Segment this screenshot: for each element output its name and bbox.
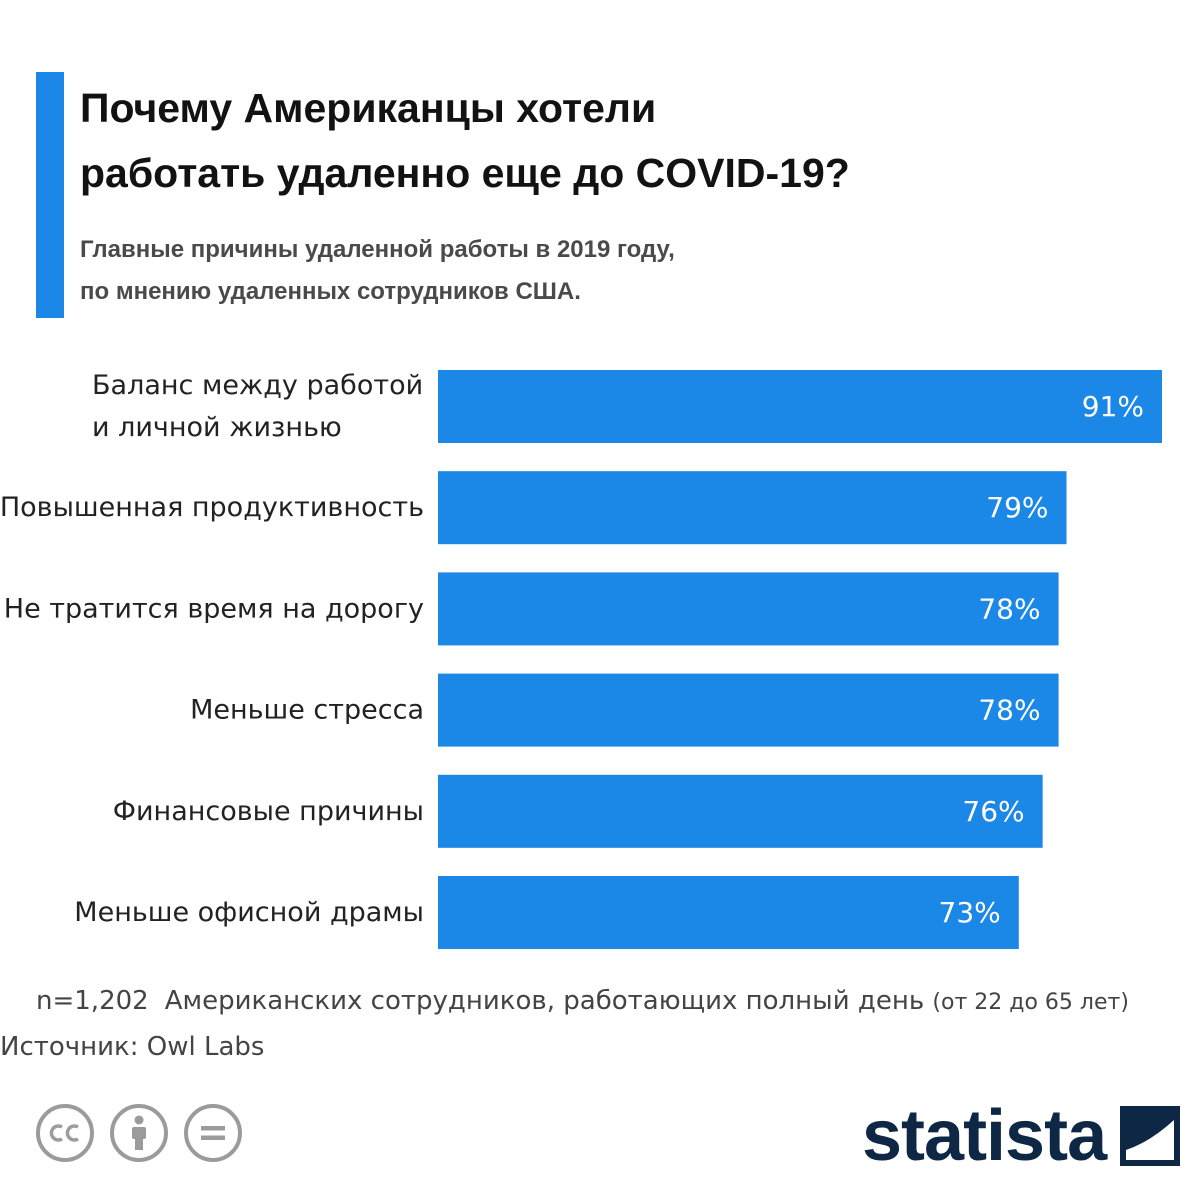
page-title: Почему Американцы хотели работать удален… <box>80 76 1160 206</box>
license-icons <box>36 1104 242 1162</box>
bar-value-label: 73% <box>939 896 1001 929</box>
bar-value-label: 91% <box>1082 390 1144 423</box>
subtitle-line-2: по мнению удаленных сотрудников США. <box>80 278 581 305</box>
bar-row: 76% Финансовые причины <box>113 774 1043 848</box>
source-note: Источник: Owl Labs <box>0 1032 265 1062</box>
category-label: Баланс между работой <box>92 370 423 401</box>
subtitle-line-1: Главные причины удаленной работы в 2019 … <box>80 236 675 263</box>
statista-logo[interactable]: statista <box>862 1096 1181 1176</box>
category-label: Не тратится время на дорогу <box>4 593 424 624</box>
bar-row: 78% Меньше стресса <box>190 673 1059 747</box>
bar <box>438 572 1059 646</box>
bar-row: 79% Повышенная продуктивность <box>0 471 1067 545</box>
bar-value-label: 79% <box>986 491 1048 524</box>
category-label: Повышенная продуктивность <box>0 492 424 523</box>
bar-row: 91% Баланс между работой и личной жизнью <box>92 370 1162 443</box>
bar <box>438 876 1019 949</box>
category-label: и личной жизнью <box>92 412 342 443</box>
attribution-icon[interactable] <box>110 1104 168 1162</box>
bar-row: 73% Меньше офисной драмы <box>74 876 1019 949</box>
cc-icon[interactable] <box>36 1104 94 1162</box>
accent-bar <box>36 72 64 318</box>
bar <box>438 774 1043 848</box>
statista-mark-icon <box>1120 1106 1181 1166</box>
bar-value-label: 78% <box>978 694 1040 727</box>
age-range: (от 22 до 65 лет) <box>932 990 1129 1015</box>
footnote: n=1,202 Американских сотрудников, работаю… <box>36 986 1129 1016</box>
bar <box>438 370 1162 443</box>
title-line-1: Почему Американцы хотели <box>80 85 657 131</box>
no-derivatives-icon[interactable] <box>184 1104 242 1162</box>
bar <box>438 471 1067 545</box>
bar-chart: 91% Баланс между работой и личной жизнью 79… <box>0 370 1162 949</box>
sample-size: n=1,202 <box>36 986 149 1016</box>
category-label: Меньше офисной драмы <box>74 897 424 928</box>
category-label: Финансовые причины <box>113 796 424 827</box>
bar-value-label: 76% <box>962 795 1024 828</box>
title-line-2: работать удаленно еще до COVID-19? <box>80 150 850 196</box>
sample-description: Американских сотрудников, работающих пол… <box>164 986 925 1016</box>
bar-row: 78% Не тратится время на дорогу <box>4 572 1059 646</box>
category-label: Меньше стресса <box>190 695 424 726</box>
page-subtitle: Главные причины удаленной работы в 2019 … <box>80 229 1160 313</box>
bar <box>438 673 1059 747</box>
bar-value-label: 78% <box>978 592 1040 625</box>
brand-name: statista <box>862 1096 1107 1176</box>
